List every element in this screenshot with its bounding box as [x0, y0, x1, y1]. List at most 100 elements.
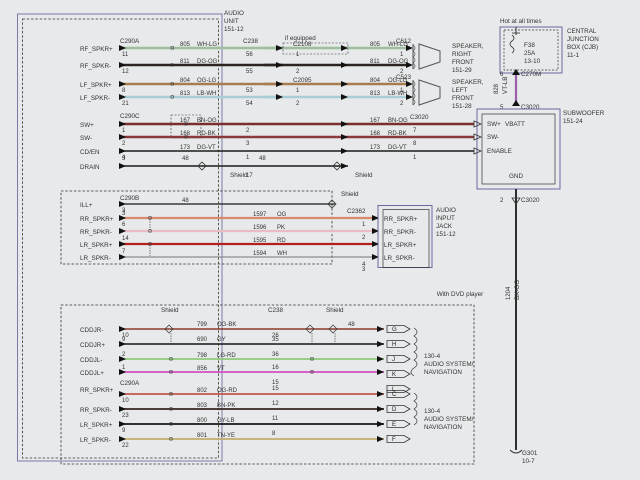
svg-text:48: 48: [259, 156, 266, 162]
svg-text:168: 168: [370, 131, 381, 137]
svg-text:167: 167: [370, 118, 381, 124]
svg-text:JACK: JACK: [436, 223, 453, 230]
svg-text:151-12: 151-12: [224, 26, 244, 33]
svg-text:DG-OG: DG-OG: [197, 59, 218, 65]
svg-text:RR_SPKR-: RR_SPKR-: [384, 229, 416, 236]
svg-text:C612: C612: [396, 38, 412, 45]
svg-text:LB-WH: LB-WH: [197, 91, 216, 97]
svg-text:802: 802: [197, 388, 208, 394]
svg-text:804: 804: [180, 78, 191, 84]
svg-text:1597: 1597: [253, 212, 267, 218]
svg-text:C290A: C290A: [120, 38, 140, 45]
svg-text:53: 53: [246, 88, 253, 94]
svg-text:55: 55: [246, 69, 253, 75]
svg-text:C3020: C3020: [521, 197, 540, 204]
svg-text:48: 48: [182, 198, 189, 204]
svg-text:PK: PK: [277, 225, 285, 231]
svg-text:NAVIGATION: NAVIGATION: [424, 424, 462, 431]
svg-text:130-4: 130-4: [424, 353, 441, 360]
svg-text:OG: OG: [277, 212, 287, 218]
svg-text:CENTRAL: CENTRAL: [567, 28, 597, 35]
svg-text:151-28: 151-28: [452, 103, 472, 110]
svg-text:GY: GY: [217, 337, 226, 343]
svg-text:RD-BK: RD-BK: [388, 131, 407, 137]
svg-text:800: 800: [197, 418, 208, 424]
svg-text:CDDJR+: CDDJR+: [80, 342, 105, 349]
svg-text:WH: WH: [277, 251, 287, 257]
svg-text:AUDIO SYSTEM/: AUDIO SYSTEM/: [424, 361, 474, 368]
svg-text:C3020: C3020: [410, 114, 429, 121]
svg-text:RR_SPKR+: RR_SPKR+: [80, 216, 114, 223]
svg-text:LR_SPKR-: LR_SPKR-: [80, 437, 111, 444]
svg-text:TN-YE: TN-YE: [217, 433, 235, 439]
svg-text:RR_SPKR-: RR_SPKR-: [80, 407, 112, 414]
svg-text:811: 811: [180, 59, 190, 65]
svg-text:SW-: SW-: [487, 134, 499, 141]
svg-text:1596: 1596: [253, 225, 267, 231]
svg-text:BOX (CJB): BOX (CJB): [567, 44, 598, 51]
svg-text:FRONT: FRONT: [452, 95, 474, 102]
svg-text:151-29: 151-29: [452, 67, 472, 74]
svg-text:G301: G301: [522, 450, 538, 457]
svg-text:LR_SPKR+: LR_SPKR+: [384, 242, 417, 249]
svg-text:C523: C523: [396, 74, 412, 81]
svg-text:Shield: Shield: [355, 172, 373, 179]
svg-text:C2362: C2362: [347, 208, 366, 215]
svg-text:151-12: 151-12: [436, 231, 456, 238]
svg-text:801: 801: [197, 433, 208, 439]
svg-text:36: 36: [272, 352, 279, 358]
svg-text:Shield: Shield: [326, 307, 344, 314]
svg-text:48: 48: [182, 156, 189, 162]
svg-text:C290B: C290B: [120, 195, 139, 202]
svg-text:12: 12: [272, 401, 279, 407]
svg-text:FRONT: FRONT: [452, 59, 474, 66]
svg-text:Shield: Shield: [341, 191, 359, 198]
svg-text:25A: 25A: [524, 50, 536, 57]
svg-text:130-4: 130-4: [424, 408, 441, 415]
svg-text:22: 22: [122, 443, 129, 449]
svg-text:803: 803: [197, 403, 208, 409]
svg-text:173: 173: [180, 145, 191, 151]
svg-text:GND: GND: [509, 173, 523, 180]
svg-text:RR_SPKR-: RR_SPKR-: [80, 229, 112, 236]
svg-text:BN-PK: BN-PK: [217, 403, 235, 409]
svg-text:INPUT: INPUT: [436, 215, 455, 222]
svg-text:BN-OG: BN-OG: [197, 118, 217, 124]
svg-text:SW-: SW-: [80, 135, 92, 142]
svg-text:BK-OG: BK-OG: [514, 280, 521, 300]
svg-text:RF_SPKR-: RF_SPKR-: [80, 63, 111, 70]
svg-text:RR_SPKR+: RR_SPKR+: [80, 387, 114, 394]
svg-text:C2095: C2095: [293, 77, 312, 84]
svg-text:Shield: Shield: [161, 307, 179, 314]
svg-text:VT-LB: VT-LB: [502, 77, 509, 95]
svg-text:G: G: [392, 327, 397, 333]
svg-text:17: 17: [246, 173, 253, 179]
svg-text:AUDIO: AUDIO: [436, 207, 456, 214]
svg-text:10: 10: [122, 398, 129, 404]
svg-text:C290A: C290A: [120, 380, 140, 387]
svg-text:12: 12: [122, 69, 129, 75]
svg-text:OG-RD: OG-RD: [217, 388, 238, 394]
svg-text:GY-LB: GY-LB: [217, 418, 234, 424]
svg-text:168: 168: [180, 131, 191, 137]
svg-text:SW+: SW+: [80, 122, 94, 129]
svg-text:RD: RD: [277, 238, 286, 244]
svg-text:OG-LG: OG-LG: [197, 78, 217, 84]
svg-text:798: 798: [197, 353, 208, 359]
svg-text:OG-BK: OG-BK: [217, 322, 236, 328]
svg-text:RR_SPKR+: RR_SPKR+: [384, 216, 418, 223]
svg-text:828: 828: [494, 83, 500, 94]
svg-text:D: D: [392, 407, 397, 413]
svg-text:K: K: [392, 372, 396, 378]
svg-text:813: 813: [180, 91, 191, 97]
svg-text:AUDIO SYSTEM/: AUDIO SYSTEM/: [424, 416, 474, 423]
svg-text:856: 856: [197, 366, 208, 372]
svg-text:CDDJR-: CDDJR-: [80, 327, 103, 334]
svg-text:C290C: C290C: [120, 113, 140, 120]
svg-text:C238: C238: [268, 307, 284, 314]
svg-text:With DVD player: With DVD player: [437, 291, 484, 298]
svg-text:LEFT: LEFT: [452, 87, 468, 94]
svg-text:1204: 1204: [506, 286, 512, 300]
svg-text:C3020: C3020: [521, 104, 540, 111]
svg-text:NAVIGATION: NAVIGATION: [424, 369, 462, 376]
